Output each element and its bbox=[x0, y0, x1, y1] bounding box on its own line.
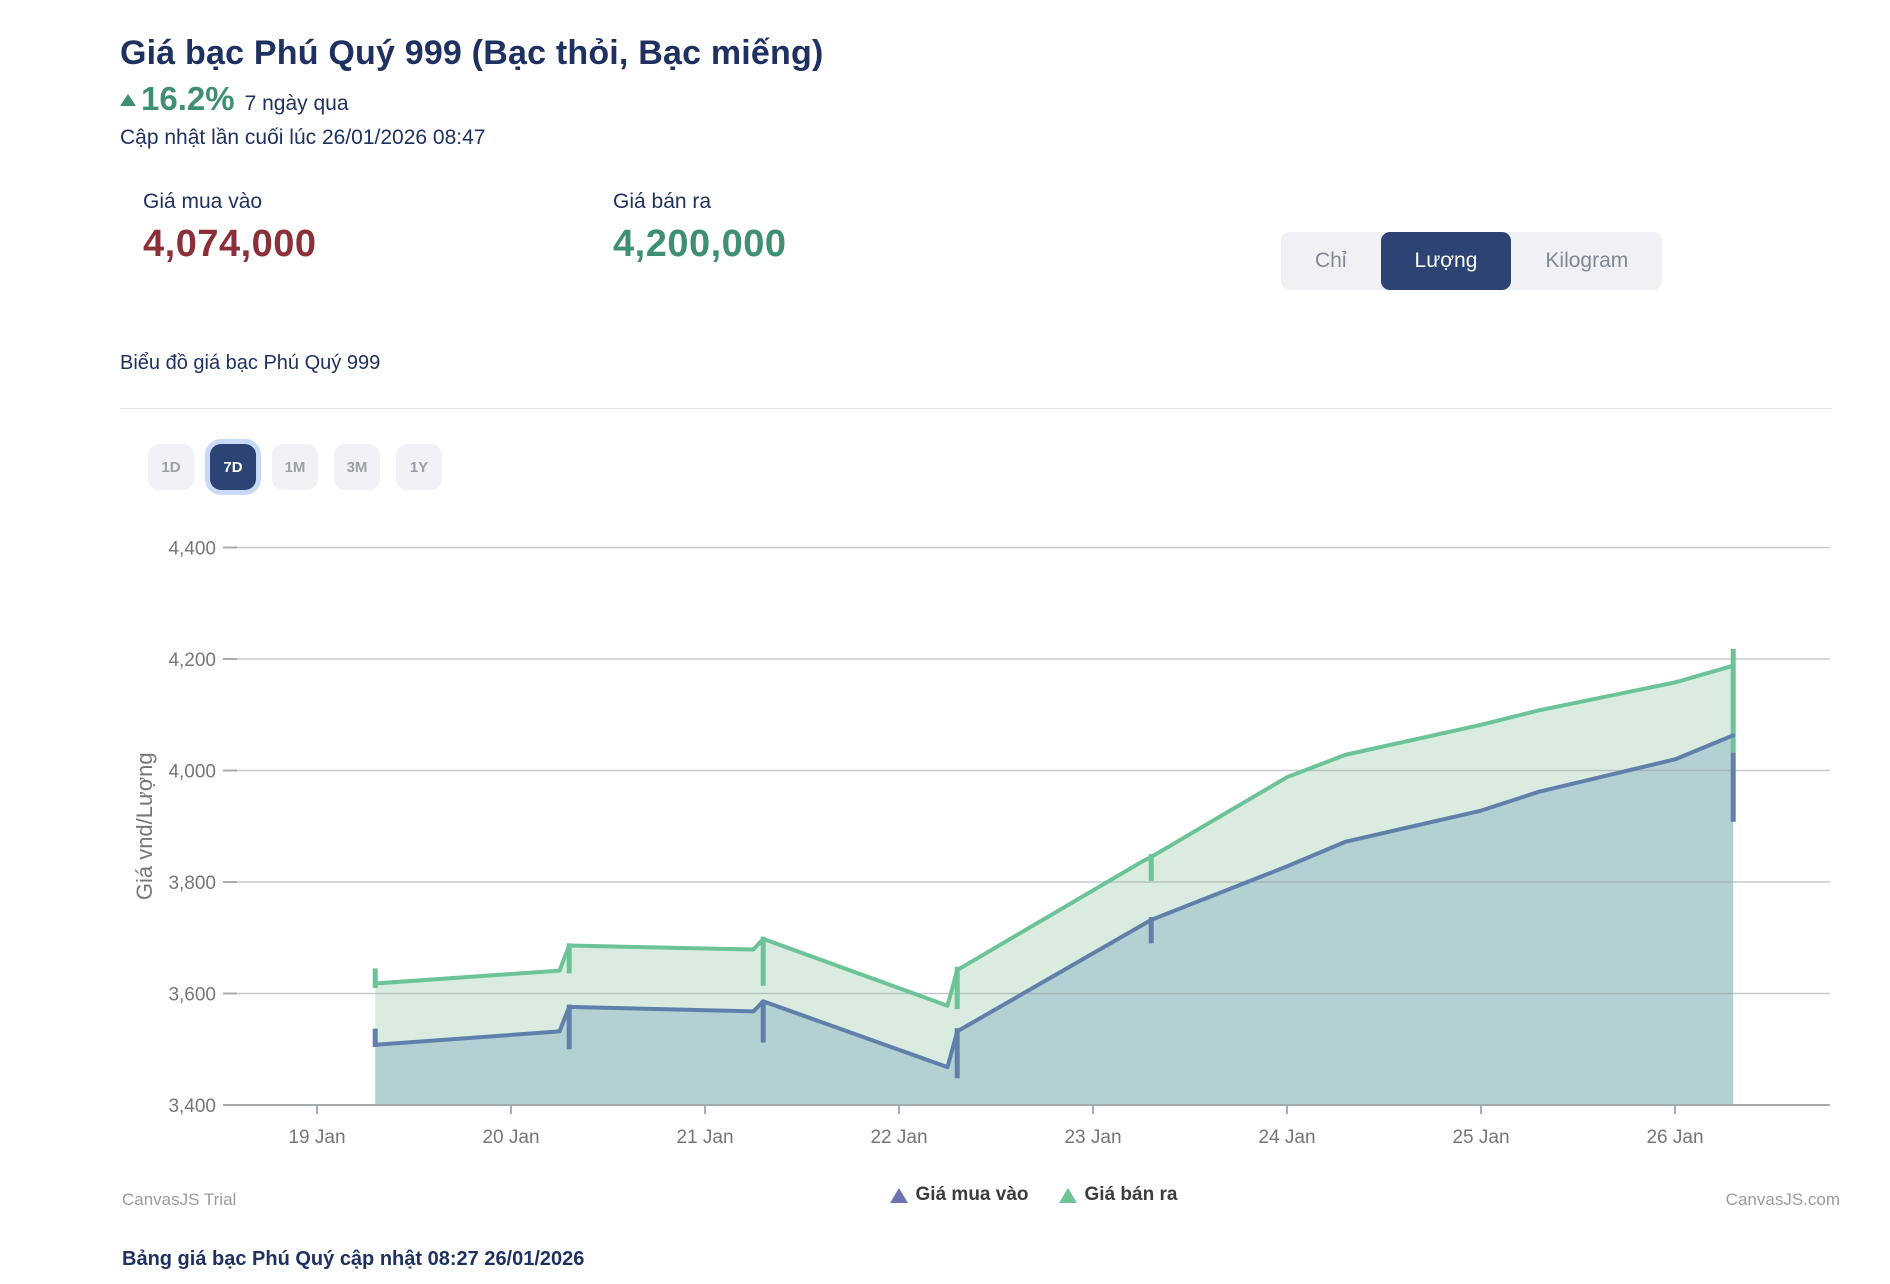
price-chart-area: 3,400 3,600 3,800 4,000 4,200 4,400 Giá vnd/Lư… bbox=[0, 430, 1890, 1180]
legend-marker-sell-icon bbox=[1058, 1187, 1077, 1203]
buy-price-value: 4,074,000 bbox=[143, 223, 317, 265]
canvasjs-site-link[interactable]: CanvasJS.com bbox=[1725, 1190, 1840, 1209]
range-button-1m[interactable]: 1M bbox=[272, 444, 318, 490]
series-line-0 bbox=[373, 663, 1736, 1008]
change-period: 7 ngày qua bbox=[244, 92, 349, 115]
price-change-summary: 16.2% 7 ngày qua bbox=[120, 80, 349, 118]
triangle-up-icon bbox=[120, 94, 136, 106]
series-line-1 bbox=[373, 733, 1736, 1070]
unit-button-kilogram[interactable]: Kilogram bbox=[1511, 232, 1662, 290]
legend-item-buy[interactable]: Giá mua vào bbox=[889, 1184, 1029, 1206]
unit-toggle-group: Chỉ Lượng Kilogram bbox=[1281, 232, 1663, 290]
y-tick-label: 4,000 bbox=[168, 762, 216, 783]
sell-price-block: Giá bán ra 4,200,000 bbox=[613, 190, 787, 266]
sell-price-label: Giá bán ra bbox=[613, 190, 712, 213]
section-divider bbox=[120, 408, 1832, 409]
change-percent: 16.2% bbox=[141, 80, 235, 117]
canvasjs-trial-credit: CanvasJS Trial bbox=[122, 1190, 237, 1209]
legend-label-buy: Giá mua vào bbox=[915, 1184, 1029, 1205]
y-tick-label: 3,600 bbox=[168, 985, 216, 1006]
y-tick-label: 4,400 bbox=[168, 539, 216, 560]
range-button-1y[interactable]: 1Y bbox=[396, 444, 442, 490]
last-updated-text: Cập nhật lần cuối lúc 26/01/2026 08:47 bbox=[120, 126, 486, 149]
x-tick-label: 21 Jan bbox=[676, 1127, 733, 1148]
y-tick-label: 3,400 bbox=[168, 1096, 216, 1117]
x-tick-label: 24 Jan bbox=[1258, 1127, 1315, 1148]
y-tick-label: 3,800 bbox=[168, 873, 216, 894]
area-fill-1 bbox=[375, 735, 1734, 1105]
page-title: Giá bạc Phú Quý 999 (Bạc thỏi, Bạc miếng… bbox=[120, 34, 824, 72]
x-tick-label: 19 Jan bbox=[288, 1127, 345, 1148]
x-tick-label: 22 Jan bbox=[870, 1127, 927, 1148]
buy-price-label: Giá mua vào bbox=[143, 190, 263, 213]
y-axis-title: Giá vnd/Lượng bbox=[132, 752, 157, 900]
legend-item-sell[interactable]: Giá bán ra bbox=[1058, 1184, 1178, 1206]
x-tick-label: 23 Jan bbox=[1064, 1127, 1121, 1148]
legend-marker-buy-icon bbox=[889, 1187, 908, 1203]
sell-price-value: 4,200,000 bbox=[613, 223, 787, 265]
range-button-1d[interactable]: 1D bbox=[148, 444, 194, 490]
range-button-group: 1D 7D 1M 3M 1Y bbox=[148, 444, 442, 490]
chart-section-title: Biểu đồ giá bạc Phú Quý 999 bbox=[120, 352, 381, 374]
buy-price-block: Giá mua vào 4,074,000 bbox=[143, 190, 317, 266]
chart-legend: Giá mua vào Giá bán ra bbox=[237, 1184, 1830, 1206]
range-button-7d[interactable]: 7D bbox=[210, 444, 256, 490]
x-tick-label: 25 Jan bbox=[1452, 1127, 1509, 1148]
range-button-3m[interactable]: 3M bbox=[334, 444, 380, 490]
unit-button-chi[interactable]: Chỉ bbox=[1281, 232, 1381, 290]
y-tick-label: 4,200 bbox=[168, 650, 216, 671]
unit-button-luong[interactable]: Lượng bbox=[1380, 232, 1512, 290]
x-tick-label: 20 Jan bbox=[482, 1127, 539, 1148]
x-tick-label: 26 Jan bbox=[1646, 1127, 1703, 1148]
price-table-caption: Bảng giá bạc Phú Quý cập nhật 08:27 26/0… bbox=[122, 1248, 585, 1270]
price-chart-svg[interactable]: 3,400 3,600 3,800 4,000 4,200 4,400 Giá vnd/Lư… bbox=[0, 430, 1890, 1180]
legend-label-sell: Giá bán ra bbox=[1084, 1184, 1178, 1205]
